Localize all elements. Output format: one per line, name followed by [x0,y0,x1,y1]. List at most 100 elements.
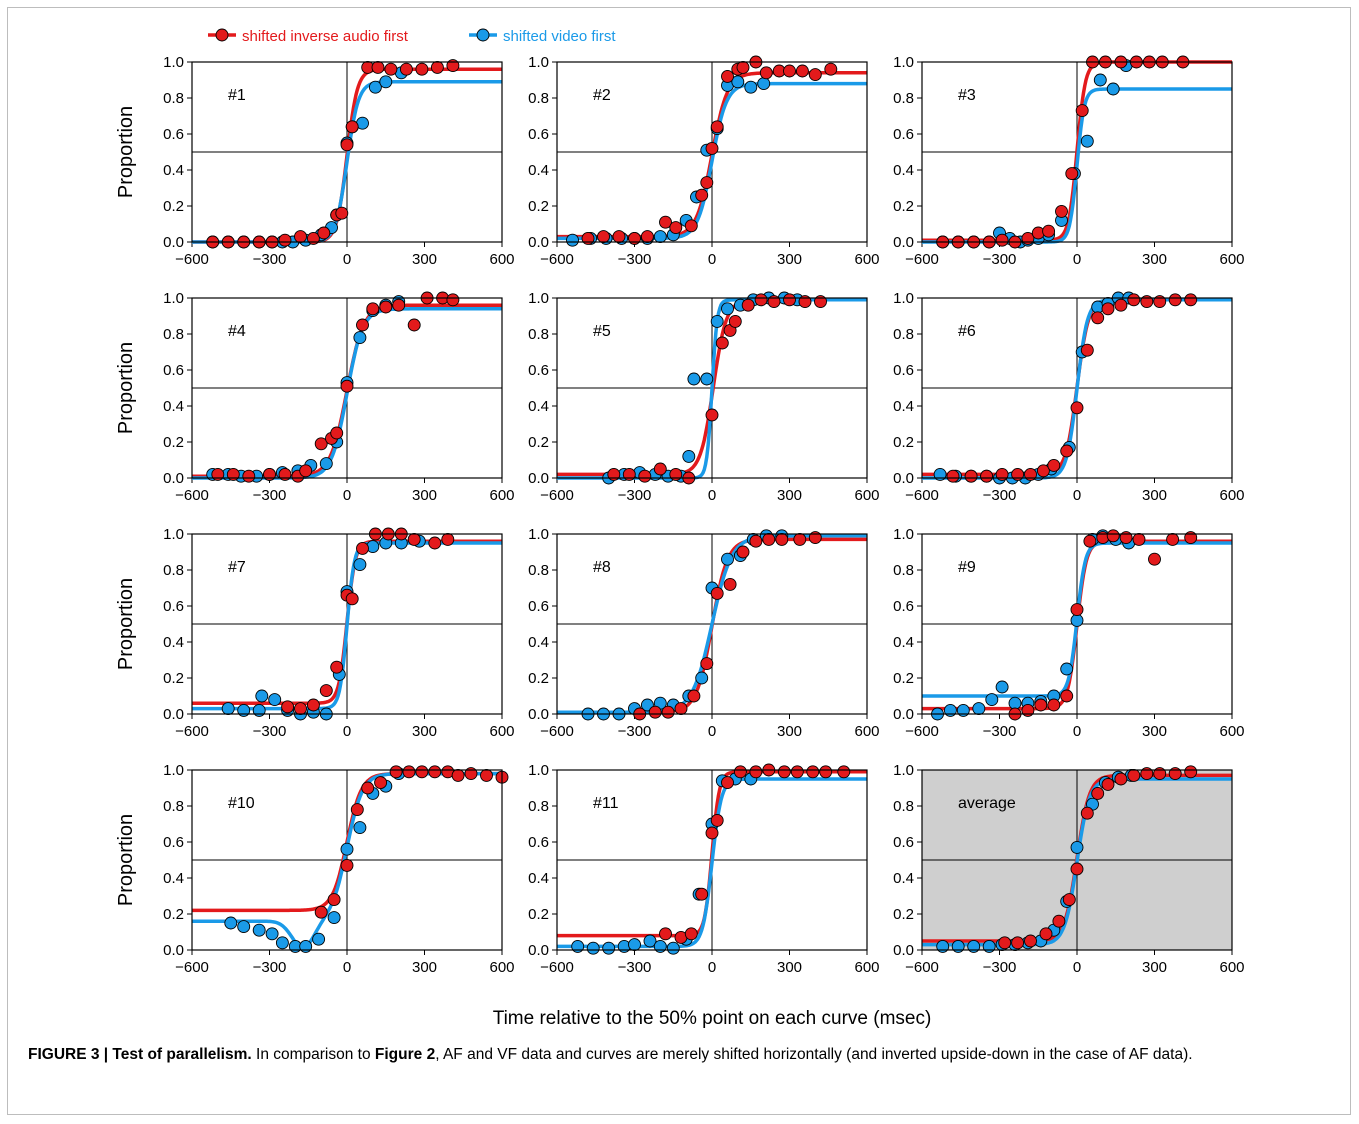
panel-frame [556,533,868,715]
data-point-audio [392,298,406,312]
data-point-video [1070,840,1084,854]
y-tick-label: 0.6 [893,362,914,379]
y-tick-label: 0.8 [528,326,549,343]
y-tick-label: 0.2 [528,906,549,923]
data-point-audio [415,765,429,779]
x-tick-label: −300 [253,723,287,740]
data-point-audio [808,68,822,82]
data-point-audio [451,768,465,782]
data-point-audio [736,60,750,74]
data-point-audio [211,467,225,481]
data-point-audio [705,408,719,422]
data-point-audio [1070,603,1084,617]
data-point-video [933,467,947,481]
data-point-audio [407,532,421,546]
data-point-audio [946,469,960,483]
data-point-audio [612,230,626,244]
data-point-audio [777,765,791,779]
data-point-video [268,693,282,707]
y-tick-label: 0.6 [163,598,184,615]
x-tick-label: −600 [905,487,939,504]
y-tick-label: 0.4 [528,398,549,415]
data-point-video [340,842,354,856]
y-tick-label: 0.6 [528,598,549,615]
data-point-audio [1101,302,1115,316]
data-point-video [653,939,667,953]
y-tick-label: 0.0 [893,942,914,959]
y-tick-label: 0.8 [893,798,914,815]
y-tick-label: 0.6 [163,126,184,143]
panel-6: −600 −300 0 300 600 0.0 0.2 0.4 0.6 0.8 1.0 #6 [893,290,1244,504]
y-tick-label: 1.0 [893,762,914,779]
panel-frame [191,533,503,715]
caption-text-1: In comparison to [251,1046,375,1063]
data-point-audio [350,803,364,817]
x-tick-label: 600 [1219,487,1244,504]
panel-7: −600 −300 0 300 600 0.0 0.2 0.4 0.6 0.8 1.0 #7 [163,526,514,740]
y-tick-label: 0.2 [163,906,184,923]
data-point-audio [806,765,820,779]
y-tick-label: 1.0 [893,54,914,71]
data-point-audio [795,64,809,78]
y-tick-label: 0.2 [528,670,549,687]
data-point-audio [710,120,724,134]
x-tick-label: 0 [708,959,716,976]
data-point-audio [314,905,328,919]
panel-8: −600 −300 0 300 600 0.0 0.2 0.4 0.6 0.8 1.0 #8 [528,526,879,740]
data-point-audio [306,231,320,245]
x-tick-label: −600 [175,251,209,268]
legend: shifted inverse audio first shifted vide… [208,28,616,45]
data-point-audio [998,936,1012,950]
x-tick-label: −300 [983,487,1017,504]
data-point-audio [389,765,403,779]
data-point-video [224,916,238,930]
y-tick-label: 0.8 [163,326,184,343]
x-tick-label: 0 [1073,251,1081,268]
x-tick-label: −300 [983,251,1017,268]
data-point-audio [1047,458,1061,472]
y-tick-label: 0.8 [893,562,914,579]
data-point-video [327,911,341,925]
data-point-audio [1184,531,1198,545]
data-point-audio [1140,767,1154,781]
x-tick-label: 0 [708,251,716,268]
data-point-audio [1091,786,1105,800]
x-tick-label: 0 [708,487,716,504]
x-tick-label: 0 [1073,959,1081,976]
data-point-audio [1080,806,1094,820]
data-point-video [353,821,367,835]
data-point-audio [710,813,724,827]
legend-marker-audio [215,28,229,42]
y-tick-label: 0.2 [893,670,914,687]
panel-label: #5 [593,323,611,340]
data-point-audio [640,230,654,244]
data-point-audio [775,532,789,546]
panel-frame [191,769,503,951]
data-point-audio [733,765,747,779]
data-point-video [721,302,734,316]
data-point-audio [345,120,359,134]
y-tick-label: 0.0 [163,470,184,487]
panel-frame [556,61,868,243]
data-point-audio [837,765,851,779]
data-point-video [967,939,981,953]
x-tick-label: 0 [708,723,716,740]
data-point-audio [441,532,455,546]
panel-3: −600 −300 0 300 600 0.0 0.2 0.4 0.6 0.8 1.0 #3 [893,54,1244,268]
data-point-audio [446,59,460,73]
data-point-audio [710,586,724,600]
panel-label: #11 [593,795,619,812]
data-point-video [602,941,616,955]
data-point-audio [1127,768,1141,782]
data-point-audio [430,60,444,74]
panel-frame [556,769,868,951]
x-tick-label: −600 [540,959,574,976]
data-point-audio [700,657,714,671]
y-tick-label: 0.4 [528,162,549,179]
caption-text-2: , AF and VF data and curves are merely s… [435,1046,1193,1063]
data-point-video [956,703,970,717]
data-point-audio [964,469,978,483]
data-point-audio [340,858,354,872]
data-point-audio [1166,532,1180,546]
y-tick-label: 0.0 [163,942,184,959]
